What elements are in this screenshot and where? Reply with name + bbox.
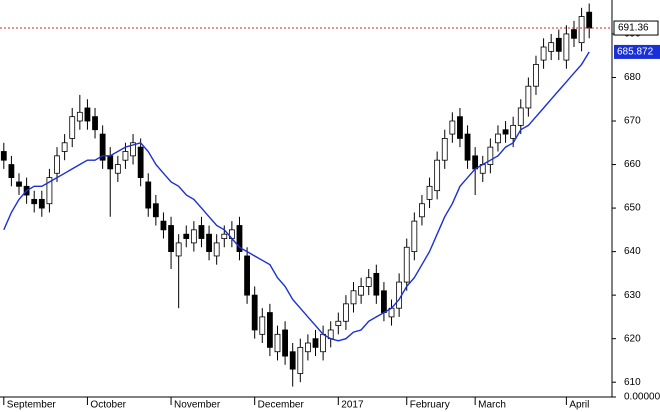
candle-body <box>571 29 577 39</box>
y-tick-label: 680 <box>624 72 641 83</box>
candle-body <box>411 220 418 253</box>
candle-body <box>548 42 555 52</box>
candle-body <box>183 233 190 239</box>
candle-body <box>236 225 243 253</box>
candle-body <box>517 107 524 126</box>
candle-body <box>54 155 60 174</box>
candle-body <box>31 198 38 205</box>
candle-body <box>297 346 304 374</box>
last-price-box <box>613 20 659 36</box>
y-tick-label: 670 <box>624 116 641 127</box>
y-tick-label: 620 <box>624 333 641 344</box>
candle-body <box>190 229 197 244</box>
candle-body <box>206 233 212 253</box>
candle-body <box>259 316 266 335</box>
candle-body <box>457 116 463 139</box>
candle-body <box>533 64 539 87</box>
candle-body <box>343 303 349 322</box>
candle-body <box>221 233 228 239</box>
ma-value-box <box>614 44 660 59</box>
candle-body <box>137 146 144 179</box>
ma-value-label: 685.872 <box>617 47 654 58</box>
candle-body <box>510 124 517 139</box>
y-tick-label: 610 <box>624 377 641 388</box>
x-tick-label: December <box>258 400 305 411</box>
candle-body <box>130 142 136 157</box>
candle-body <box>92 116 98 131</box>
candle-body <box>289 351 296 370</box>
y-tick-label: 640 <box>624 246 641 257</box>
candle-body <box>175 242 182 257</box>
candle-body <box>266 312 273 348</box>
candle-body <box>282 329 288 357</box>
candle-body <box>38 198 45 209</box>
candle-body <box>449 120 456 135</box>
y-tick-label: 650 <box>624 203 641 214</box>
x-tick-label: February <box>410 400 450 411</box>
candle-body <box>502 129 509 135</box>
candle-body <box>563 33 570 61</box>
candle-body <box>373 272 380 296</box>
x-tick-label: October <box>90 400 126 411</box>
candle-body <box>76 111 83 122</box>
candle-body <box>555 37 562 52</box>
y-tick-label: 0.00000 <box>624 392 660 403</box>
candle-body <box>69 116 76 139</box>
candle-body <box>464 133 471 161</box>
candle-body <box>145 181 152 209</box>
candle-body <box>426 185 433 200</box>
candle-body <box>335 320 342 327</box>
candle-body <box>46 177 53 205</box>
candle-body <box>350 290 357 305</box>
candle-body <box>16 181 22 187</box>
candle-body <box>578 16 585 44</box>
candle-body <box>381 290 387 313</box>
candle-body <box>61 142 68 152</box>
candle-body <box>251 294 258 331</box>
candle-body <box>358 286 365 296</box>
candle-body <box>274 333 281 353</box>
candle-body <box>586 11 593 29</box>
candle-body <box>305 342 311 353</box>
x-tick-label: April <box>569 400 589 411</box>
candle-body <box>441 138 448 161</box>
y-tick-label: 660 <box>624 159 641 170</box>
candle-body <box>8 164 15 179</box>
candle-body <box>403 246 410 283</box>
candle-body <box>213 242 220 257</box>
candle-body <box>365 277 372 287</box>
candle-body <box>312 338 319 348</box>
candle-body <box>84 107 91 122</box>
candle-body <box>114 164 121 174</box>
x-tick-label: September <box>7 400 57 411</box>
last-price-label: 691.36 <box>618 23 649 34</box>
x-tick-label: March <box>478 400 506 411</box>
candle-body <box>198 225 205 239</box>
candle-body <box>160 220 167 231</box>
candle-body <box>122 151 129 161</box>
candle-body <box>472 155 479 170</box>
candle-body <box>540 46 547 61</box>
candle-body <box>99 133 106 161</box>
candle-body <box>168 225 174 253</box>
candle-body <box>419 203 425 218</box>
candle-body <box>0 151 7 161</box>
candle-body <box>434 159 441 192</box>
x-tick-label: November <box>174 400 221 411</box>
candle-body <box>320 333 327 353</box>
candle-body <box>107 155 114 170</box>
y-tick-label: 630 <box>624 290 641 301</box>
candle-body <box>495 133 501 144</box>
candle-body <box>244 255 250 296</box>
candle-body <box>525 85 532 109</box>
x-tick-label: 2017 <box>341 400 364 411</box>
candle-body <box>152 203 159 218</box>
moving-average-line <box>3 51 590 342</box>
candle-body <box>487 146 494 165</box>
